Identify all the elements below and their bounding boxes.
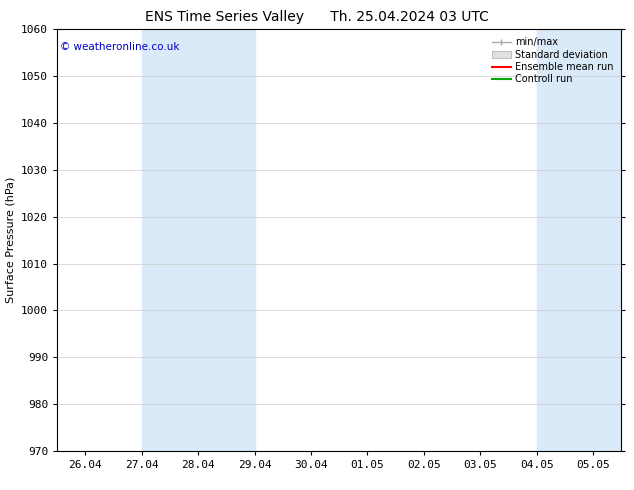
- Y-axis label: Surface Pressure (hPa): Surface Pressure (hPa): [6, 177, 15, 303]
- Text: ENS Time Series Valley      Th. 25.04.2024 03 UTC: ENS Time Series Valley Th. 25.04.2024 03…: [145, 10, 489, 24]
- Bar: [142, 29, 255, 451]
- Text: © weatheronline.co.uk: © weatheronline.co.uk: [60, 42, 179, 52]
- Bar: [536, 29, 621, 451]
- Legend: min/max, Standard deviation, Ensemble mean run, Controll run: min/max, Standard deviation, Ensemble me…: [489, 34, 616, 87]
